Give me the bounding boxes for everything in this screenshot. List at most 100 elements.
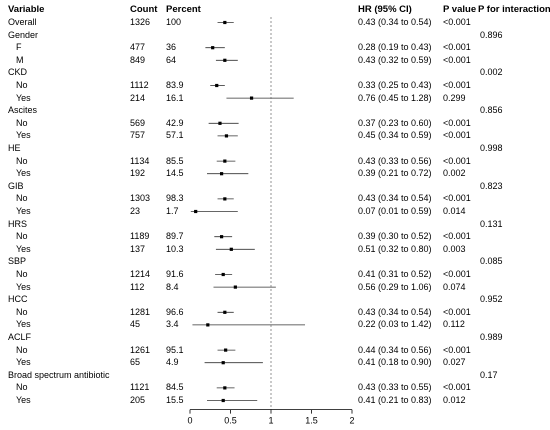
hr-point bbox=[219, 172, 224, 176]
hr-point bbox=[223, 386, 227, 390]
row-label: No bbox=[16, 382, 28, 393]
row-label: No bbox=[16, 344, 28, 355]
row-percent: 64 bbox=[166, 54, 177, 65]
row-label: Yes bbox=[16, 395, 31, 405]
header-variable: Variable bbox=[8, 4, 45, 15]
row-pvalue: <0.001 bbox=[443, 17, 471, 27]
row-label: Yes bbox=[16, 206, 31, 216]
row-hr-ci: 0.45 (0.34 to 0.59) bbox=[358, 130, 432, 141]
row-hr-ci: 0.43 (0.33 to 0.55) bbox=[358, 382, 432, 393]
row-percent: 89.7 bbox=[166, 231, 184, 242]
row-label: Gender bbox=[8, 29, 39, 40]
row-pvalue: <0.001 bbox=[443, 193, 471, 204]
row-count: 112 bbox=[130, 281, 145, 292]
row-label: GIB bbox=[8, 180, 24, 191]
hr-point bbox=[211, 46, 215, 50]
row-percent: 85.5 bbox=[166, 155, 184, 166]
row-pvalue: 0.112 bbox=[443, 319, 465, 330]
row-label: Broad spectrum antibiotic bbox=[8, 369, 110, 380]
row-label: Yes bbox=[16, 281, 31, 292]
x-tick-label: 0.5 bbox=[224, 416, 237, 426]
row-hr-ci: 0.41 (0.18 to 0.90) bbox=[358, 357, 432, 368]
row-hr-ci: 0.56 (0.29 to 1.06) bbox=[358, 281, 432, 292]
row-count: 1112 bbox=[130, 80, 149, 90]
row-pvalue: 0.003 bbox=[443, 243, 466, 254]
row-pinteraction: 0.17 bbox=[480, 369, 498, 380]
row-count: 757 bbox=[130, 130, 146, 141]
row-hr-ci: 0.37 (0.23 to 0.60) bbox=[358, 117, 432, 128]
hr-point bbox=[223, 159, 227, 163]
row-label: No bbox=[16, 80, 28, 90]
row-hr-ci: 0.41 (0.31 to 0.52) bbox=[358, 269, 432, 279]
row-pvalue: 0.027 bbox=[443, 357, 466, 368]
row-count: 1189 bbox=[130, 231, 150, 242]
hr-point bbox=[223, 58, 227, 62]
row-percent: 14.5 bbox=[166, 168, 184, 179]
row-count: 477 bbox=[130, 42, 146, 53]
row-pinteraction: 0.998 bbox=[480, 143, 503, 153]
row-pvalue: <0.001 bbox=[443, 306, 471, 317]
header-hr: HR (95% CI) bbox=[358, 4, 412, 15]
hr-point bbox=[223, 197, 227, 201]
row-percent: 96.6 bbox=[166, 306, 184, 317]
row-count: 1303 bbox=[130, 193, 151, 204]
row-percent: 83.9 bbox=[166, 80, 184, 90]
row-label: ACLF bbox=[8, 332, 32, 342]
row-label: Yes bbox=[16, 319, 31, 330]
row-pvalue: <0.001 bbox=[443, 344, 471, 355]
row-label: HE bbox=[8, 143, 21, 153]
row-label: M bbox=[16, 54, 24, 65]
hr-point bbox=[215, 83, 219, 88]
row-percent: 10.3 bbox=[166, 243, 184, 254]
x-tick-label: 1.5 bbox=[305, 416, 318, 426]
row-pvalue: <0.001 bbox=[443, 231, 471, 242]
hr-point bbox=[224, 134, 229, 138]
row-pvalue: <0.001 bbox=[443, 155, 471, 166]
row-pvalue: <0.001 bbox=[443, 80, 471, 90]
row-percent: 15.5 bbox=[166, 395, 184, 405]
row-label: Yes bbox=[16, 243, 31, 254]
row-count: 1261 bbox=[130, 344, 151, 355]
row-count: 1214 bbox=[130, 269, 151, 279]
row-pvalue: 0.012 bbox=[443, 395, 466, 405]
header-pinteraction: P for interaction bbox=[478, 4, 550, 15]
row-label: Yes bbox=[16, 168, 31, 179]
row-count: 1326 bbox=[130, 17, 151, 27]
row-hr-ci: 0.41 (0.21 to 0.83) bbox=[358, 395, 432, 405]
row-hr-ci: 0.43 (0.34 to 0.54) bbox=[358, 306, 432, 317]
hr-point bbox=[218, 121, 222, 125]
row-label: No bbox=[16, 231, 28, 242]
header-count: Count bbox=[130, 4, 158, 15]
header-percent: Percent bbox=[166, 4, 201, 15]
row-label: No bbox=[16, 306, 28, 317]
row-pvalue: <0.001 bbox=[443, 54, 471, 65]
row-percent: 98.3 bbox=[166, 193, 184, 204]
hr-point bbox=[221, 398, 225, 403]
row-pinteraction: 0.856 bbox=[480, 105, 503, 116]
row-label: Ascites bbox=[8, 105, 38, 116]
row-pvalue: 0.074 bbox=[443, 281, 466, 292]
row-percent: 36 bbox=[166, 42, 177, 53]
row-pvalue: 0.002 bbox=[443, 168, 466, 179]
x-tick-label: 1 bbox=[268, 416, 273, 426]
hr-point bbox=[223, 310, 227, 314]
row-percent: 84.5 bbox=[166, 382, 184, 393]
row-percent: 8.4 bbox=[166, 281, 179, 292]
row-pinteraction: 0.085 bbox=[480, 256, 503, 267]
hr-point bbox=[206, 323, 210, 327]
row-hr-ci: 0.43 (0.32 to 0.59) bbox=[358, 54, 432, 65]
row-label: Yes bbox=[16, 357, 31, 368]
row-pvalue: <0.001 bbox=[443, 382, 471, 393]
row-label: HRS bbox=[8, 218, 28, 229]
row-pvalue: 0.299 bbox=[443, 92, 466, 103]
row-percent: 1.7 bbox=[166, 206, 179, 216]
row-pvalue: <0.001 bbox=[443, 42, 471, 53]
x-tick-label: 2 bbox=[349, 416, 354, 426]
hr-point bbox=[194, 209, 198, 214]
row-pvalue: <0.001 bbox=[443, 117, 471, 128]
row-count: 192 bbox=[130, 168, 146, 179]
x-tick-label: 0 bbox=[187, 416, 192, 426]
row-pinteraction: 0.989 bbox=[480, 332, 503, 342]
row-label: Yes bbox=[16, 130, 31, 141]
